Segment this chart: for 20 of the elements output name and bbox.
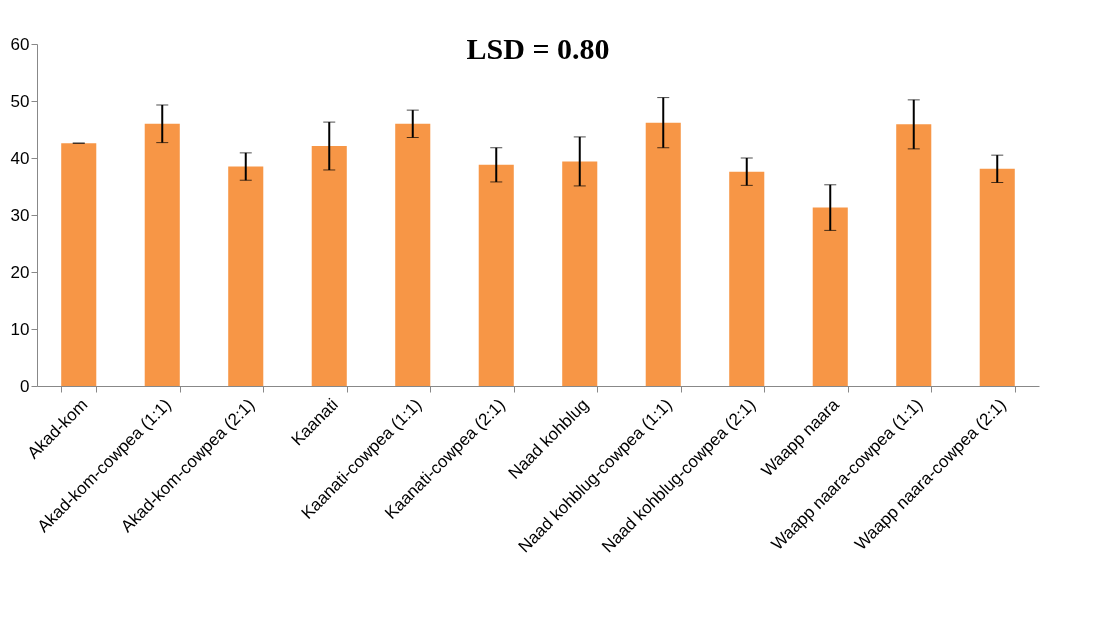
bar (228, 166, 264, 386)
bar (311, 146, 347, 386)
bar (729, 171, 765, 386)
bar (645, 122, 681, 386)
y-tick-label: 40 (10, 148, 30, 168)
bar (61, 143, 97, 386)
y-tick-label: 50 (10, 91, 30, 111)
bar (478, 164, 514, 386)
bar (896, 124, 932, 386)
chart-title: LSD = 0.80 (466, 32, 610, 65)
y-tick-label: 20 (10, 262, 30, 282)
bar (812, 207, 848, 386)
bar (144, 123, 180, 386)
y-tick-label: 30 (10, 205, 30, 225)
y-tick-label: 0 (20, 376, 30, 396)
bar (979, 168, 1015, 386)
bar (395, 123, 431, 386)
y-tick-label: 60 (10, 34, 30, 54)
bar (562, 161, 598, 386)
y-tick-label: 10 (10, 319, 30, 339)
